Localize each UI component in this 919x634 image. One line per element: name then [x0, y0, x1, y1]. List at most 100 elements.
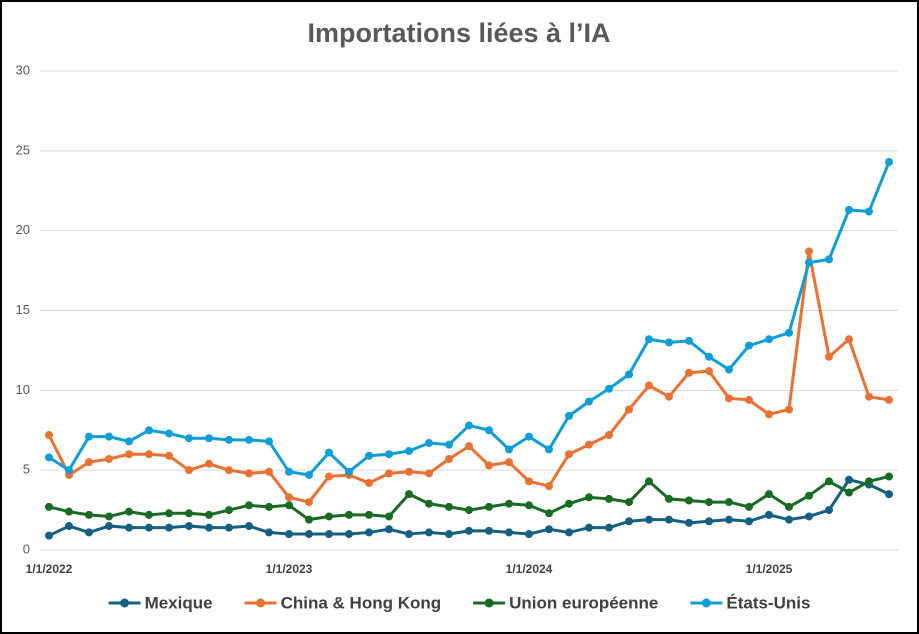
data-point [545, 509, 553, 518]
data-point [125, 437, 133, 446]
data-point [685, 496, 693, 505]
y-tick-label: 30 [16, 62, 30, 77]
data-point [885, 490, 893, 499]
data-point [385, 469, 393, 478]
legend-marker [256, 598, 266, 608]
data-point [525, 530, 533, 539]
data-point [685, 518, 693, 527]
data-point [365, 528, 373, 537]
data-point [445, 530, 453, 539]
data-point [145, 426, 153, 435]
data-point [645, 477, 653, 486]
data-point [685, 368, 693, 377]
data-point [365, 478, 373, 487]
data-point [405, 467, 413, 476]
data-point [845, 335, 853, 344]
data-point [365, 510, 373, 519]
data-point [105, 522, 113, 531]
data-point [605, 494, 613, 503]
data-point [245, 435, 253, 444]
data-point [505, 458, 513, 467]
data-point [225, 523, 233, 532]
data-point [225, 435, 233, 444]
data-point [165, 523, 173, 532]
data-point [365, 451, 373, 460]
data-point [145, 523, 153, 532]
data-point [485, 461, 493, 470]
data-point [885, 472, 893, 481]
data-point [665, 515, 673, 524]
data-point [125, 507, 133, 516]
data-point [785, 515, 793, 524]
data-point [565, 528, 573, 537]
data-point [245, 469, 253, 478]
data-point [385, 512, 393, 521]
data-point [805, 258, 813, 267]
data-point [345, 467, 353, 476]
data-point [425, 528, 433, 537]
x-tick-label: 1/1/2025 [746, 562, 793, 576]
data-point [725, 365, 733, 374]
data-point [45, 502, 53, 511]
data-point [665, 338, 673, 347]
data-point [165, 509, 173, 518]
data-point [205, 523, 213, 532]
legend-item: Union européenne [473, 593, 658, 612]
data-point [405, 490, 413, 499]
data-point [865, 207, 873, 216]
data-point [845, 475, 853, 484]
data-point [645, 515, 653, 524]
data-point [145, 510, 153, 519]
data-point [345, 510, 353, 519]
data-point [605, 431, 613, 440]
data-point [305, 498, 313, 507]
chart-title: Importations liées à l’IA [307, 18, 610, 48]
y-tick-label: 5 [23, 462, 30, 477]
data-point [625, 498, 633, 507]
legend-label: États-Unis [726, 593, 810, 612]
data-point [65, 466, 73, 475]
data-point [85, 432, 93, 441]
data-point [825, 255, 833, 264]
data-point [285, 467, 293, 476]
data-point [765, 510, 773, 519]
data-point [585, 397, 593, 406]
data-point [825, 352, 833, 361]
data-point [125, 523, 133, 532]
data-point [45, 431, 53, 440]
data-point [785, 502, 793, 511]
data-point [645, 335, 653, 344]
data-point [585, 523, 593, 532]
data-point [465, 506, 473, 515]
data-point [285, 501, 293, 510]
data-point [645, 381, 653, 390]
data-point [265, 467, 273, 476]
data-point [45, 453, 53, 462]
data-point [165, 429, 173, 438]
data-point [325, 512, 333, 521]
data-point [745, 502, 753, 511]
data-point [605, 384, 613, 393]
legend-marker [484, 598, 494, 608]
data-point [605, 523, 613, 532]
data-point [665, 494, 673, 503]
data-point [545, 482, 553, 491]
legend-label: Union européenne [509, 593, 658, 612]
legend-marker [701, 598, 711, 608]
data-point [105, 454, 113, 463]
data-point [805, 247, 813, 256]
x-tick-label: 1/1/2022 [26, 562, 73, 576]
data-point [105, 512, 113, 521]
data-point [305, 515, 313, 524]
data-point [485, 526, 493, 535]
data-point [665, 392, 673, 401]
data-point [405, 530, 413, 539]
data-point [385, 450, 393, 459]
data-point [845, 488, 853, 497]
data-point [325, 448, 333, 457]
x-tick-label: 1/1/2024 [506, 562, 553, 576]
data-point [205, 459, 213, 468]
data-point [765, 335, 773, 344]
data-point [205, 434, 213, 443]
